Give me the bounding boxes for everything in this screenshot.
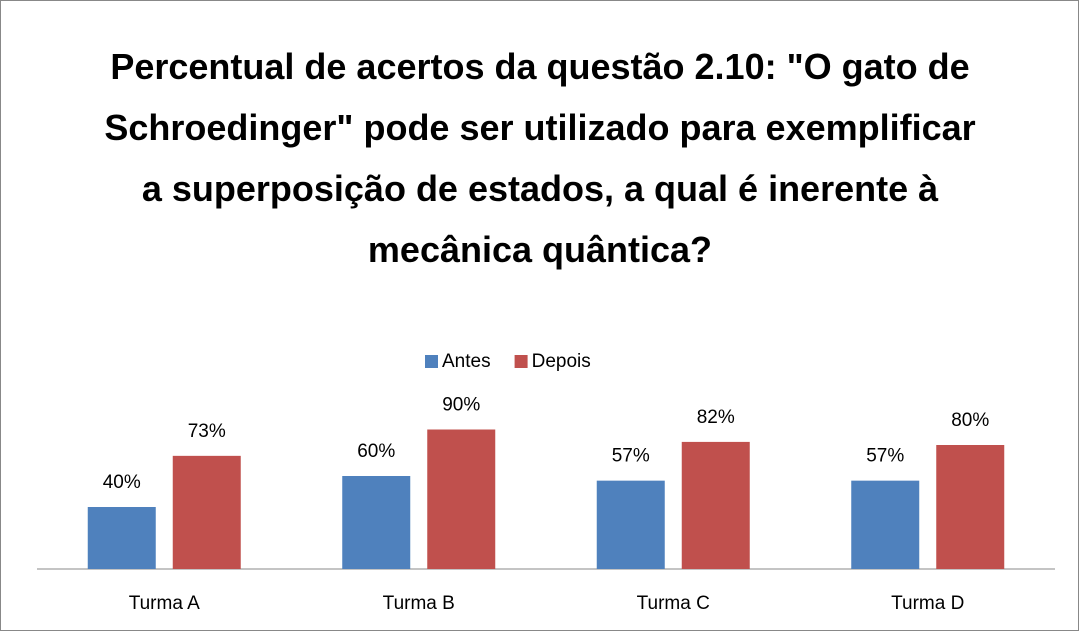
data-label: 80%: [951, 410, 989, 431]
data-label: 57%: [866, 446, 904, 467]
legend-swatch: [425, 355, 438, 368]
data-label: 73%: [188, 421, 226, 442]
bar: [342, 476, 411, 569]
bar: [681, 441, 750, 569]
bar: [851, 480, 920, 569]
bar: [596, 480, 665, 569]
x-tick-label: Turma B: [383, 593, 455, 614]
bar: [87, 507, 156, 569]
bar: [936, 445, 1005, 569]
x-tick-label: Turma C: [637, 593, 710, 614]
bar: [172, 455, 241, 569]
data-label: 82%: [697, 407, 735, 428]
chart-title: Percentual de acertos da questão 2.10: "…: [104, 46, 976, 270]
legend-label: Depois: [532, 351, 591, 372]
data-label: 57%: [612, 446, 650, 467]
data-label: 60%: [357, 441, 395, 462]
bar: [427, 429, 496, 569]
x-tick-label: Turma A: [129, 593, 200, 614]
data-label: 90%: [442, 395, 480, 416]
legend-label: Antes: [442, 351, 491, 372]
data-label: 40%: [103, 472, 141, 493]
x-tick-label: Turma D: [891, 593, 964, 614]
legend-swatch: [514, 355, 528, 368]
